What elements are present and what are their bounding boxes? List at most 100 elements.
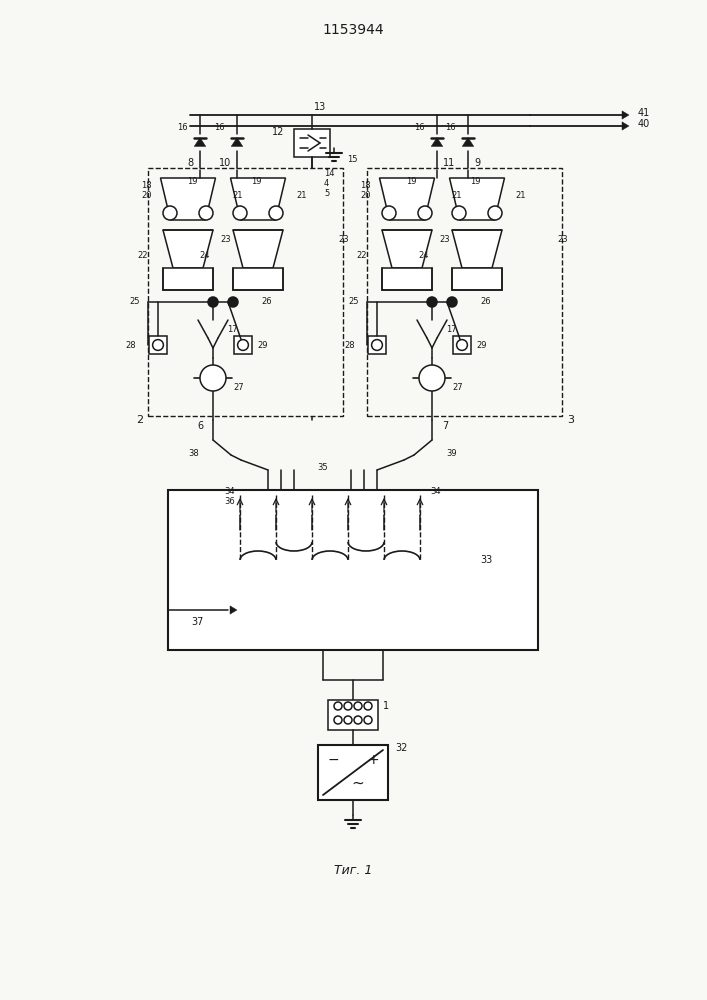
- Bar: [382, 268, 432, 290]
- Text: +: +: [367, 753, 379, 767]
- Text: 9: 9: [474, 158, 480, 168]
- Text: 28: 28: [344, 340, 355, 350]
- Circle shape: [427, 297, 437, 307]
- Polygon shape: [382, 230, 432, 268]
- Polygon shape: [380, 178, 435, 220]
- Polygon shape: [230, 178, 286, 220]
- Text: 27: 27: [452, 383, 462, 392]
- Text: 11: 11: [443, 158, 455, 168]
- Text: 23: 23: [338, 235, 349, 244]
- Text: 17: 17: [227, 326, 238, 334]
- Text: 18: 18: [141, 180, 152, 190]
- Text: 7: 7: [442, 421, 448, 431]
- Polygon shape: [160, 178, 216, 220]
- Text: 21: 21: [515, 190, 526, 200]
- Text: 28: 28: [125, 340, 136, 350]
- Text: 26: 26: [261, 298, 271, 306]
- Circle shape: [199, 206, 213, 220]
- Polygon shape: [233, 230, 283, 268]
- Bar: [318, 745, 388, 800]
- Text: 4: 4: [324, 178, 329, 188]
- Text: 19: 19: [470, 178, 481, 186]
- Text: 6: 6: [197, 421, 203, 431]
- Text: 27: 27: [233, 383, 244, 392]
- Circle shape: [344, 702, 352, 710]
- Circle shape: [364, 716, 372, 724]
- Circle shape: [153, 340, 163, 350]
- Text: 20: 20: [361, 190, 371, 200]
- Bar: [453, 336, 471, 354]
- Polygon shape: [450, 178, 505, 220]
- Text: 19: 19: [406, 178, 416, 186]
- Polygon shape: [452, 230, 502, 268]
- Polygon shape: [431, 137, 443, 146]
- Text: 15: 15: [347, 155, 358, 164]
- Circle shape: [233, 206, 247, 220]
- Circle shape: [334, 702, 342, 710]
- Circle shape: [419, 365, 445, 391]
- Bar: [163, 268, 213, 290]
- Text: 8: 8: [188, 158, 194, 168]
- Text: 12: 12: [271, 127, 284, 137]
- Text: 18: 18: [361, 180, 371, 190]
- Polygon shape: [622, 122, 629, 130]
- Text: 29: 29: [476, 340, 486, 350]
- Text: 41: 41: [638, 108, 650, 118]
- Circle shape: [269, 206, 283, 220]
- Polygon shape: [462, 137, 474, 146]
- Text: 16: 16: [414, 123, 425, 132]
- Text: 16: 16: [214, 123, 225, 132]
- Bar: [294, 129, 330, 157]
- Circle shape: [364, 702, 372, 710]
- Circle shape: [238, 340, 248, 350]
- Text: 26: 26: [480, 298, 491, 306]
- Text: 21: 21: [451, 190, 462, 200]
- Text: 36: 36: [224, 497, 235, 506]
- Text: 1: 1: [383, 701, 389, 711]
- Polygon shape: [622, 111, 629, 119]
- Polygon shape: [231, 137, 243, 146]
- Circle shape: [372, 340, 382, 350]
- Text: 37: 37: [192, 617, 204, 627]
- Circle shape: [200, 365, 226, 391]
- Text: 1153944: 1153944: [322, 23, 384, 37]
- Circle shape: [354, 702, 362, 710]
- Text: 20: 20: [141, 190, 152, 200]
- Text: Τиг. 1: Τиг. 1: [334, 863, 372, 876]
- Bar: [234, 336, 252, 354]
- Bar: [452, 268, 502, 290]
- Text: 21: 21: [232, 190, 243, 200]
- Text: 19: 19: [187, 178, 197, 186]
- Circle shape: [228, 297, 238, 307]
- Bar: [367, 168, 562, 416]
- Text: ~: ~: [351, 776, 364, 790]
- Bar: [328, 700, 378, 730]
- Text: 14: 14: [324, 168, 334, 178]
- Circle shape: [344, 716, 352, 724]
- Text: 3: 3: [567, 415, 574, 425]
- Circle shape: [418, 206, 432, 220]
- Bar: [149, 336, 167, 354]
- Text: 23: 23: [439, 235, 450, 244]
- Bar: [233, 268, 283, 290]
- Text: 38: 38: [188, 448, 199, 458]
- Text: 34: 34: [224, 488, 235, 496]
- Circle shape: [457, 340, 467, 350]
- Circle shape: [447, 297, 457, 307]
- Text: 40: 40: [638, 119, 650, 129]
- Text: 25: 25: [349, 298, 359, 306]
- Circle shape: [334, 716, 342, 724]
- Circle shape: [208, 297, 218, 307]
- Text: 23: 23: [220, 235, 230, 244]
- Text: 21: 21: [297, 190, 308, 200]
- Text: 32: 32: [395, 743, 407, 753]
- Bar: [368, 336, 386, 354]
- Text: 17: 17: [446, 326, 457, 334]
- Polygon shape: [163, 230, 213, 268]
- Text: 24: 24: [199, 250, 210, 259]
- Bar: [148, 168, 343, 416]
- Text: 25: 25: [129, 298, 140, 306]
- Circle shape: [382, 206, 396, 220]
- Text: 39: 39: [446, 448, 457, 458]
- Circle shape: [163, 206, 177, 220]
